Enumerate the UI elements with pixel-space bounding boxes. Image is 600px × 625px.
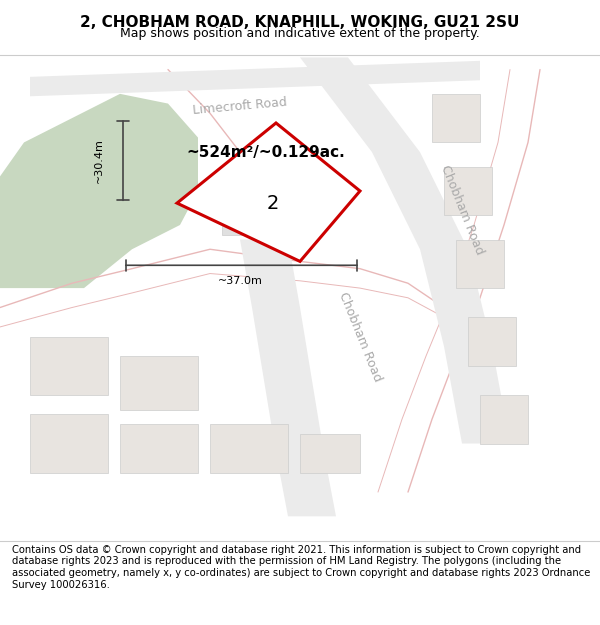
Text: Limecroft Road: Limecroft Road	[193, 96, 287, 117]
Polygon shape	[444, 167, 492, 215]
Text: 2: 2	[267, 194, 279, 213]
Polygon shape	[120, 424, 198, 472]
Polygon shape	[456, 239, 504, 288]
Text: ~37.0m: ~37.0m	[218, 276, 262, 286]
Polygon shape	[30, 414, 108, 472]
Text: 2, CHOBHAM ROAD, KNAPHILL, WOKING, GU21 2SU: 2, CHOBHAM ROAD, KNAPHILL, WOKING, GU21 …	[80, 16, 520, 31]
Polygon shape	[30, 337, 108, 395]
Text: ~524m²/~0.129ac.: ~524m²/~0.129ac.	[186, 144, 345, 159]
Polygon shape	[240, 239, 336, 516]
Polygon shape	[120, 356, 198, 409]
Polygon shape	[222, 201, 282, 234]
Polygon shape	[30, 61, 480, 96]
Text: Chobham Road: Chobham Road	[438, 164, 486, 257]
Polygon shape	[480, 395, 528, 444]
Polygon shape	[0, 94, 198, 288]
Polygon shape	[300, 58, 510, 444]
Polygon shape	[432, 94, 480, 142]
Polygon shape	[468, 318, 516, 366]
Text: Contains OS data © Crown copyright and database right 2021. This information is : Contains OS data © Crown copyright and d…	[12, 545, 590, 589]
Text: Chobham Road: Chobham Road	[336, 290, 384, 383]
Polygon shape	[177, 123, 360, 261]
Polygon shape	[300, 434, 360, 472]
Text: Map shows position and indicative extent of the property.: Map shows position and indicative extent…	[120, 27, 480, 39]
Text: ~30.4m: ~30.4m	[94, 138, 104, 183]
Polygon shape	[210, 424, 288, 472]
